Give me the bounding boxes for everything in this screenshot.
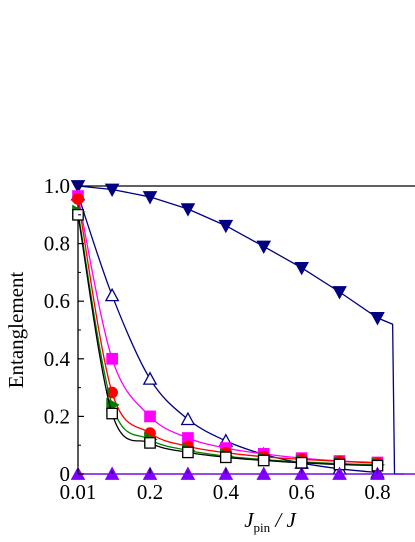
data-point bbox=[218, 219, 234, 234]
data-point bbox=[294, 261, 309, 276]
series-line bbox=[77, 211, 378, 466]
x-axis-label-subscript: pin bbox=[254, 520, 271, 535]
y-tick-label: 0.4 bbox=[44, 347, 71, 371]
tick-layer: 0 0.2 0.4 0.6 0.8 1.0 0.01 0.2 0.4 0.6 0.8 bbox=[44, 174, 391, 504]
x-axis-label-rest: / J bbox=[270, 508, 297, 532]
data-point bbox=[144, 437, 156, 449]
data-point bbox=[104, 287, 120, 302]
data-point bbox=[257, 454, 270, 467]
series-0 bbox=[70, 180, 404, 475]
series-line bbox=[77, 195, 378, 464]
data-point bbox=[219, 451, 232, 464]
y-tick-label: 0.2 bbox=[44, 404, 70, 428]
data-point bbox=[106, 407, 118, 420]
data-point bbox=[142, 371, 158, 385]
y-axis-label: Entanglement bbox=[4, 272, 28, 389]
series-2 bbox=[72, 190, 384, 469]
x-tick-label: 0.6 bbox=[289, 480, 315, 504]
data-point bbox=[180, 203, 196, 217]
x-tick-label: 0.01 bbox=[60, 480, 97, 504]
data-point bbox=[180, 411, 196, 426]
data-point bbox=[256, 240, 272, 255]
y-tick-label: 0.8 bbox=[44, 232, 70, 256]
axes bbox=[77, 185, 415, 475]
series-line bbox=[77, 198, 378, 464]
data-point bbox=[370, 312, 385, 326]
series-line bbox=[77, 185, 404, 475]
series-line bbox=[77, 194, 378, 474]
series-3 bbox=[72, 193, 384, 469]
data-point bbox=[104, 183, 120, 198]
x-tick-label: 0.8 bbox=[364, 480, 390, 504]
series-layer bbox=[70, 180, 415, 480]
data-point bbox=[182, 446, 194, 459]
x-axis-label-main: J bbox=[244, 508, 255, 532]
x-tick-label: 0.4 bbox=[213, 480, 240, 504]
data-point bbox=[295, 456, 308, 469]
data-point bbox=[72, 193, 84, 205]
y-tick-label: 1.0 bbox=[44, 174, 70, 198]
data-point bbox=[332, 286, 347, 300]
series-1 bbox=[70, 187, 385, 479]
x-axis-label: Jpin / J bbox=[244, 508, 297, 535]
series-6 bbox=[70, 466, 415, 480]
y-tick-label: 0.6 bbox=[44, 289, 70, 313]
series-5 bbox=[72, 208, 384, 472]
x-tick-label: 0.2 bbox=[137, 480, 163, 504]
data-point bbox=[106, 352, 118, 365]
data-point bbox=[144, 410, 156, 423]
data-point bbox=[142, 191, 158, 205]
y-tick-label: 0 bbox=[60, 462, 71, 486]
series-line bbox=[77, 214, 378, 467]
